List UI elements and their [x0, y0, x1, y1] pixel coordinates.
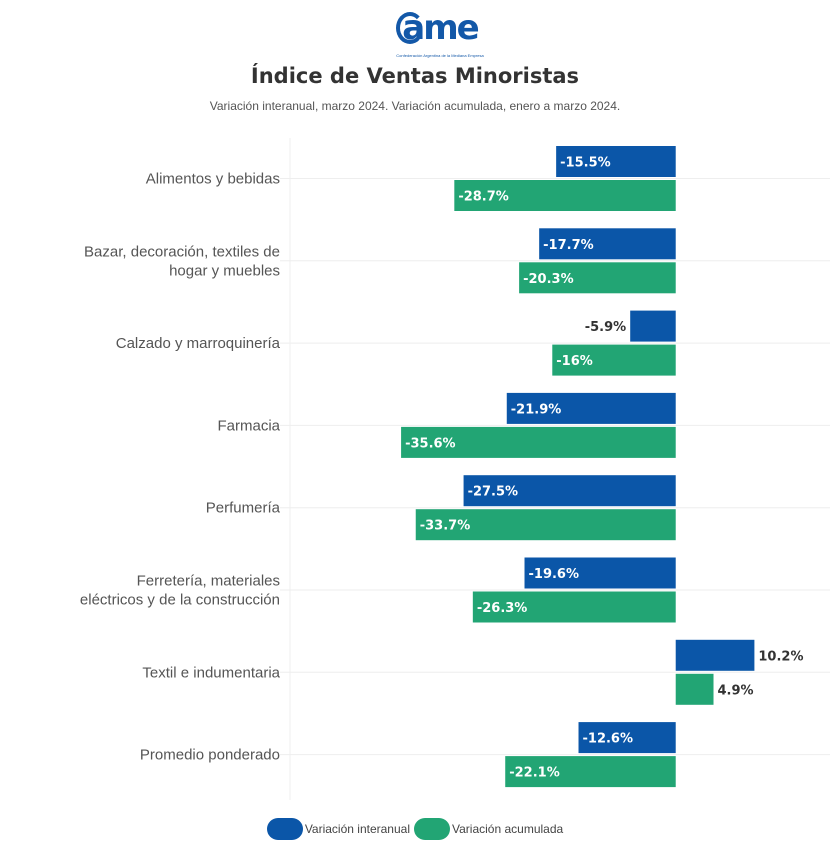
chart-subtitle: Variación interanual, marzo 2024. Variac… [209, 99, 621, 113]
legend-item-acumulada[interactable]: Variación acumulada [414, 818, 563, 840]
category-label: hogar y muebles [169, 262, 280, 279]
bar-acumulada [415, 509, 676, 541]
bar-interanual [539, 228, 676, 260]
data-label: -28.7% [458, 190, 509, 205]
legend: Variación interanual Variación acumulada [0, 818, 830, 840]
bar-interanual [463, 475, 676, 507]
data-label: -22.1% [509, 766, 560, 781]
logo-c-ring [396, 12, 424, 44]
category-label: eléctricos y de la construcción [80, 592, 280, 609]
data-label: -5.9% [585, 320, 626, 335]
data-label: -17.7% [543, 238, 594, 253]
data-label: -21.9% [511, 402, 562, 417]
category-label: Perfumería [206, 500, 281, 517]
bar-acumulada [519, 262, 676, 294]
bar-acumulada [454, 180, 676, 211]
data-label: -16% [556, 354, 593, 369]
legend-label-interanual: Variación interanual [304, 822, 410, 836]
data-label: 10.2% [758, 649, 803, 664]
category-label: Bazar, decoración, textiles de [84, 243, 280, 260]
bar-acumulada [675, 673, 714, 705]
bar-interanual [578, 722, 676, 754]
category-label: Textil e indumentaria [142, 664, 280, 681]
bar-acumulada [401, 426, 676, 458]
category-label: Farmacia [217, 417, 280, 434]
legend-item-interanual[interactable]: Variación interanual [266, 818, 410, 840]
category-label: Calzado y marroquinería [116, 335, 281, 352]
bar-interanual [524, 557, 676, 589]
data-label: -26.3% [477, 601, 528, 616]
data-label: -35.6% [405, 436, 456, 451]
data-label: -15.5% [560, 156, 611, 171]
logo-subtitle: Confederación Argentina de la Mediana Em… [396, 53, 484, 58]
bar-interanual [630, 310, 676, 342]
bar-interanual [556, 146, 676, 177]
legend-swatch-acumulada [414, 818, 450, 840]
data-label: -33.7% [420, 519, 471, 534]
bar-acumulada [552, 344, 676, 376]
category-label: Ferretería, materiales [137, 573, 280, 590]
data-label: -19.6% [529, 567, 580, 582]
category-label: Alimentos y bebidas [146, 171, 280, 188]
legend-label-acumulada: Variación acumulada [452, 822, 564, 836]
bar-interanual [506, 392, 676, 424]
bar-acumulada [472, 591, 676, 623]
data-label: 4.9% [718, 683, 754, 698]
chart-title: Índice de Ventas Minoristas [250, 64, 580, 88]
bar-interanual [675, 639, 755, 671]
legend-swatch-interanual [266, 818, 303, 840]
data-label: -20.3% [523, 272, 574, 287]
data-label: -12.6% [583, 732, 634, 747]
category-label: Promedio ponderado [140, 747, 280, 764]
data-label: -27.5% [468, 485, 518, 500]
bar-acumulada [505, 756, 676, 788]
logo-text: ame [402, 8, 479, 48]
came-logo: ame Confederación Argentina de la Median… [390, 6, 490, 62]
